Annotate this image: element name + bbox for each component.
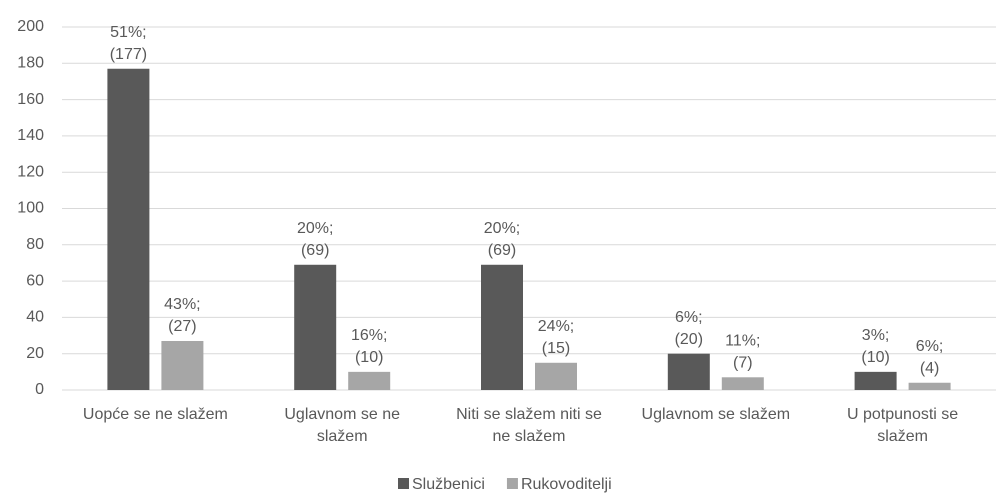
x-tick-label: Uopće se ne slažem xyxy=(83,406,228,423)
value-label: 20%; xyxy=(297,220,333,237)
value-label: (69) xyxy=(301,242,329,259)
bar xyxy=(854,371,897,390)
bar xyxy=(535,362,577,390)
value-label: (20) xyxy=(675,331,703,348)
x-tick-label: Uglavnom se ne xyxy=(284,406,400,423)
y-tick-label: 160 xyxy=(17,91,44,108)
value-label: 24%; xyxy=(538,318,574,335)
x-tick-label: U potpunosti se xyxy=(847,406,958,423)
value-label: 6%; xyxy=(916,338,944,355)
x-tick-label: Uglavnom se slažem xyxy=(642,406,791,423)
value-label: 20%; xyxy=(484,220,520,237)
legend-label: Rukovoditelji xyxy=(521,476,612,493)
y-tick-label: 0 xyxy=(35,381,44,398)
value-label: 3%; xyxy=(862,327,890,344)
y-tick-label: 120 xyxy=(17,163,44,180)
bar xyxy=(348,371,391,390)
bar xyxy=(294,264,337,390)
y-tick-label: 40 xyxy=(26,309,44,326)
value-label: 11%; xyxy=(725,333,760,350)
value-label: (69) xyxy=(488,242,516,259)
value-label: 43%; xyxy=(164,296,200,313)
value-label: 51%; xyxy=(110,24,146,41)
value-label: (15) xyxy=(542,340,570,357)
bar xyxy=(161,340,204,390)
value-label: (10) xyxy=(861,349,889,366)
x-tick-label: Niti se slažem niti se xyxy=(456,406,602,423)
value-label: (177) xyxy=(110,46,147,63)
bar xyxy=(908,382,951,390)
y-tick-label: 180 xyxy=(17,55,44,72)
legend-swatch xyxy=(398,478,409,489)
x-tick-label: slažem xyxy=(877,428,928,445)
y-tick-label: 100 xyxy=(17,200,44,217)
value-label: 6%; xyxy=(675,309,703,326)
value-label: (4) xyxy=(920,360,940,377)
value-label: (27) xyxy=(168,318,196,335)
x-tick-label: slažem xyxy=(317,428,368,445)
y-tick-label: 60 xyxy=(26,272,44,289)
value-label: (7) xyxy=(733,355,753,372)
y-tick-label: 140 xyxy=(17,127,44,144)
y-tick-label: 80 xyxy=(26,236,44,253)
bar xyxy=(481,264,523,390)
y-tick-label: 20 xyxy=(26,345,44,362)
value-label: (10) xyxy=(355,349,383,366)
bar xyxy=(107,68,150,391)
value-label: 16%; xyxy=(351,327,387,344)
y-tick-label: 200 xyxy=(17,18,44,35)
legend-swatch xyxy=(506,478,518,489)
legend-label: Službenici xyxy=(412,476,485,493)
bar xyxy=(667,353,710,390)
bar xyxy=(721,377,764,390)
x-tick-label: ne slažem xyxy=(493,428,566,445)
